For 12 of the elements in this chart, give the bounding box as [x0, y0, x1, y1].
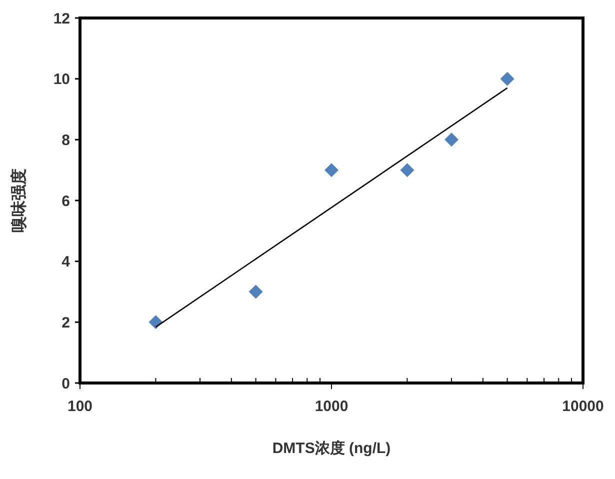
y-tick-label: 2 — [62, 314, 70, 332]
y-tick-label: 8 — [62, 132, 70, 149]
x-tick-label: 10000 — [562, 398, 604, 415]
y-tick-label: 12 — [53, 10, 70, 28]
x-tick-label: 100 — [67, 398, 93, 415]
y-tick-label: 0 — [62, 375, 70, 392]
y-axis-title: 嗅味强度 — [9, 168, 28, 232]
y-tick-label: 4 — [62, 254, 71, 271]
y-tick-label: 10 — [53, 71, 70, 88]
x-tick-label: 1000 — [314, 398, 348, 415]
y-tick-label: 6 — [62, 192, 70, 210]
x-axis-title: DMTS浓度 (ng/L) — [272, 439, 391, 457]
